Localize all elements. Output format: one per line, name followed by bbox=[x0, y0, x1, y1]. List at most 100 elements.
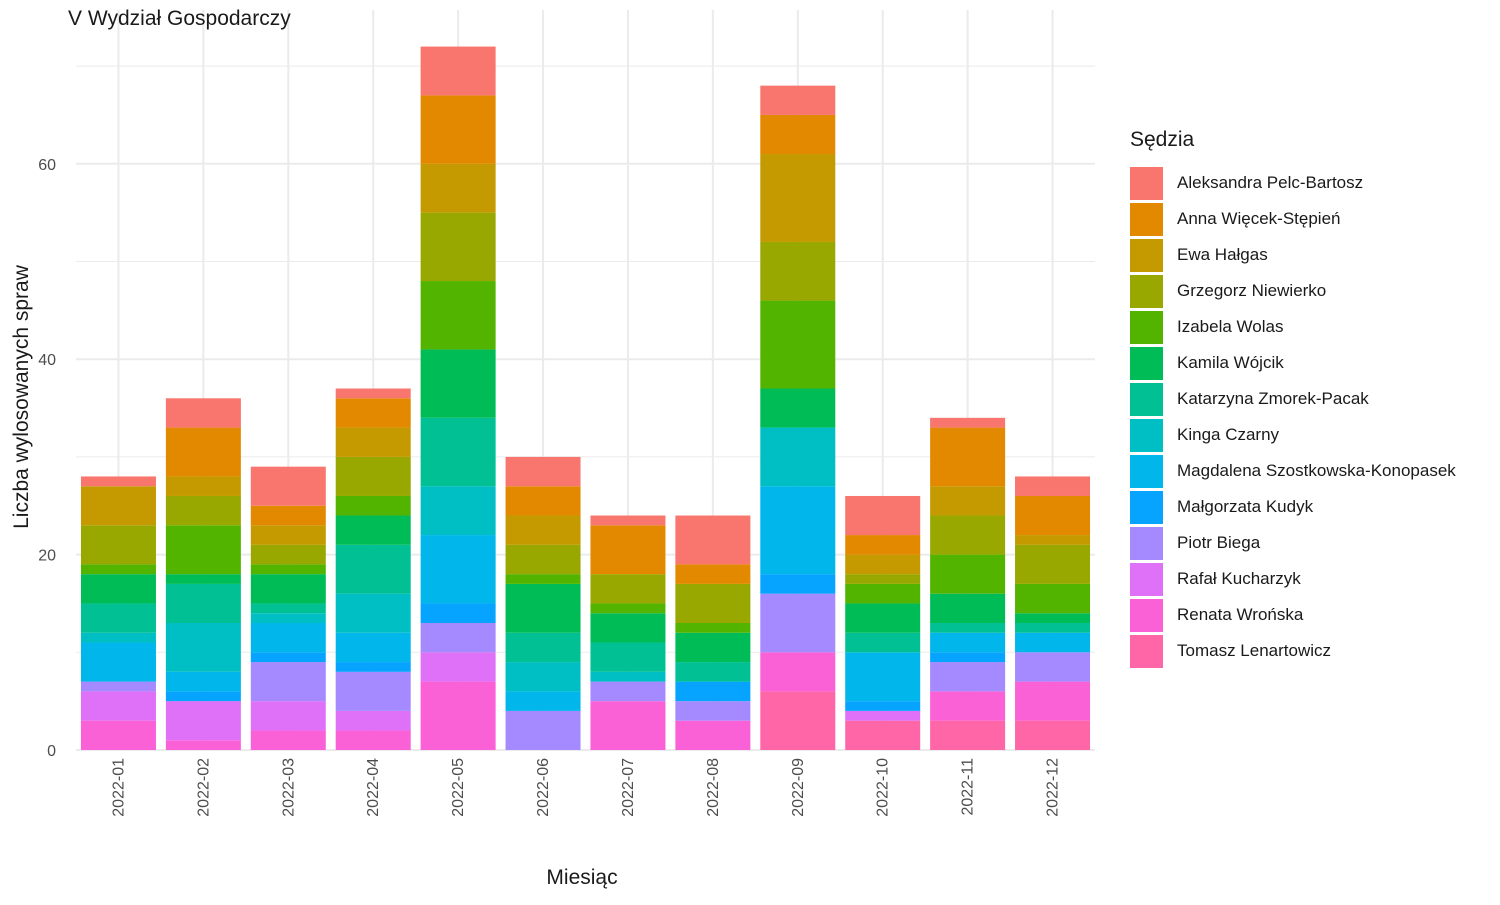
x-tick-label: 2022-06 bbox=[535, 758, 552, 817]
bar-segment bbox=[590, 642, 666, 672]
bar-segment bbox=[1015, 583, 1091, 614]
legend-label: Izabela Wolas bbox=[1177, 317, 1284, 336]
bar-segment bbox=[760, 241, 836, 301]
bar-segment bbox=[590, 671, 666, 682]
legend-item: Katarzyna Zmorek-Pacak bbox=[1130, 381, 1456, 417]
legend-key bbox=[1130, 274, 1163, 308]
legend-label: Anna Więcek-Stępień bbox=[1177, 209, 1341, 228]
bar-segment bbox=[930, 632, 1006, 653]
bar-segment bbox=[250, 701, 326, 731]
bar-segment bbox=[420, 281, 496, 350]
legend-label: Grzegorz Niewierko bbox=[1177, 281, 1327, 300]
bar-segment bbox=[250, 544, 326, 565]
bar-segment bbox=[505, 583, 581, 633]
y-tick-label: 0 bbox=[47, 743, 56, 760]
bar-segment bbox=[165, 495, 241, 526]
x-tick-label: 2022-01 bbox=[110, 758, 127, 817]
legend-item: Kamila Wójcik bbox=[1130, 345, 1456, 381]
bar-segment bbox=[505, 574, 581, 584]
legend-item: Piotr Biega bbox=[1130, 525, 1456, 561]
bar-segment bbox=[930, 662, 1006, 692]
bar-segment bbox=[165, 427, 241, 477]
bar-segment bbox=[165, 476, 241, 496]
legend-item: Izabela Wolas bbox=[1130, 309, 1456, 345]
bar-segment bbox=[165, 525, 241, 575]
bar-segment bbox=[80, 564, 156, 575]
bar-segment bbox=[930, 486, 1006, 516]
x-tick-label: 2022-10 bbox=[875, 758, 892, 817]
legend-key bbox=[1130, 490, 1163, 524]
bar-segment bbox=[590, 515, 666, 526]
bar-segment bbox=[505, 515, 581, 545]
bar-segment bbox=[675, 662, 751, 682]
bar-segment bbox=[335, 398, 411, 428]
bar-segment bbox=[80, 574, 156, 604]
legend: Sędzia Aleksandra Pelc-Bartosz Anna Więce… bbox=[1130, 128, 1456, 669]
bar-segment bbox=[505, 544, 581, 575]
bar-segment bbox=[80, 720, 156, 750]
bar-segment bbox=[420, 95, 496, 164]
bar-segment bbox=[590, 613, 666, 643]
bar-segment bbox=[165, 622, 241, 672]
bar-segment bbox=[165, 701, 241, 741]
bar-segment bbox=[760, 486, 836, 575]
bar-segment bbox=[250, 505, 326, 526]
bar-segment bbox=[250, 603, 326, 614]
bar-segment bbox=[335, 495, 411, 516]
bar-segment bbox=[675, 701, 751, 721]
bar-segment bbox=[250, 622, 326, 653]
bar-segment bbox=[760, 300, 836, 389]
bar-segment bbox=[760, 114, 836, 155]
legend-item: Rafał Kucharzyk bbox=[1130, 561, 1456, 597]
bar-segment bbox=[335, 456, 411, 496]
bar-segment bbox=[1015, 720, 1091, 750]
bar-segment bbox=[760, 652, 836, 692]
bar-segment bbox=[1015, 495, 1091, 536]
legend-key bbox=[1130, 310, 1163, 344]
bar-segment bbox=[760, 85, 836, 115]
bar-segment bbox=[420, 349, 496, 418]
bar-segment bbox=[590, 701, 666, 750]
bar-segment bbox=[930, 427, 1006, 487]
bar-segment bbox=[80, 525, 156, 565]
legend-key bbox=[1130, 454, 1163, 488]
bar-segment bbox=[505, 456, 581, 487]
bar-segment bbox=[930, 720, 1006, 750]
bar-segment bbox=[590, 681, 666, 702]
bar-segment bbox=[420, 652, 496, 682]
y-tick-label: 60 bbox=[38, 157, 56, 174]
legend-key bbox=[1130, 238, 1163, 272]
legend-item: Renata Wrońska bbox=[1130, 597, 1456, 633]
bar-segment bbox=[845, 535, 921, 555]
legend-item: Anna Więcek-Stępień bbox=[1130, 201, 1456, 237]
bar-segment bbox=[250, 652, 326, 663]
bar-segment bbox=[675, 583, 751, 623]
bar-segment bbox=[1015, 632, 1091, 653]
bar-segment bbox=[930, 515, 1006, 555]
bar-segment bbox=[845, 701, 921, 711]
legend-item: Aleksandra Pelc-Bartosz bbox=[1130, 165, 1456, 201]
bar-segment bbox=[80, 476, 156, 487]
legend-label: Katarzyna Zmorek-Pacak bbox=[1177, 389, 1369, 408]
x-tick-label: 2022-08 bbox=[705, 758, 722, 817]
bar-segment bbox=[675, 515, 751, 565]
legend-items: Aleksandra Pelc-Bartosz Anna Więcek-Stępi… bbox=[1130, 165, 1456, 669]
bar-segment bbox=[505, 632, 581, 663]
bar-segment bbox=[335, 515, 411, 545]
legend-item: Kinga Czarny bbox=[1130, 417, 1456, 453]
legend-item: Ewa Hałgas bbox=[1130, 237, 1456, 273]
bar-segment bbox=[250, 564, 326, 575]
bar-segment bbox=[250, 466, 326, 506]
legend-key bbox=[1130, 562, 1163, 596]
x-tick-label: 2022-02 bbox=[195, 758, 212, 817]
bar-segment bbox=[165, 740, 241, 750]
legend-label: Piotr Biega bbox=[1177, 533, 1261, 552]
bar-segment bbox=[420, 163, 496, 213]
legend-key bbox=[1130, 382, 1163, 416]
bar-segment bbox=[845, 652, 921, 702]
legend-key bbox=[1130, 526, 1163, 560]
chart-title: V Wydział Gospodarczy bbox=[68, 7, 291, 30]
y-tick-label: 40 bbox=[38, 352, 56, 369]
bar-segment bbox=[335, 593, 411, 633]
